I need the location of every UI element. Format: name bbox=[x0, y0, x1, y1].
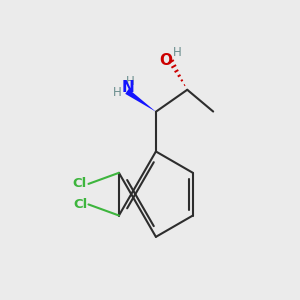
Text: Cl: Cl bbox=[73, 198, 87, 211]
Text: H: H bbox=[173, 46, 182, 59]
Text: N: N bbox=[121, 80, 134, 95]
Polygon shape bbox=[125, 89, 156, 112]
Text: H: H bbox=[125, 75, 134, 88]
Text: O: O bbox=[159, 53, 172, 68]
Text: H: H bbox=[113, 86, 122, 99]
Text: Cl: Cl bbox=[73, 177, 87, 190]
